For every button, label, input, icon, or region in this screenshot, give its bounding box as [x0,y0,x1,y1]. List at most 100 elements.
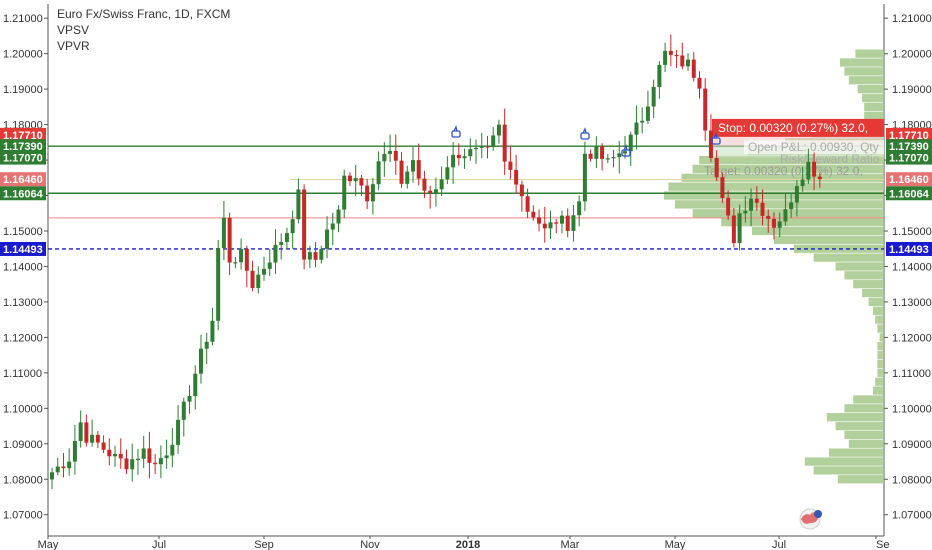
candle-body [244,248,249,271]
candle-body [720,177,725,198]
candle-body [101,442,106,450]
stop-label: Stop: 0.00320 (0.27%) 32.0, [718,121,868,135]
y-tick-label-right: 1.14000 [892,261,932,273]
profile-bar [675,200,884,209]
tradingview-logo[interactable] [799,508,822,530]
thumb-hand-icon [711,137,721,145]
candle-body [90,434,95,443]
candle-body [393,150,398,161]
candle-body [451,154,456,168]
candle-body [743,210,748,214]
candle-body [239,248,244,263]
candle-body [777,221,782,228]
price-tag-box [0,186,46,201]
candle-body [359,178,364,186]
y-tick-label-left: 1.21000 [3,13,43,25]
profile-bar [835,262,884,271]
y-tick-label-right: 1.13000 [892,297,932,309]
candle-body [783,209,788,222]
price-tag-left-1.14493: 1.14493 [0,241,46,256]
x-tick-label: Jul [152,539,166,550]
price-tag-left-1.17710: 1.17710 [0,127,46,142]
candle-body [565,215,570,231]
thumbs-up-icon [621,144,631,157]
idea-icons [451,125,721,157]
profile-bar [857,84,884,94]
candle-body [124,458,129,470]
candle-body [135,458,140,460]
candle-body [67,461,72,469]
price-tag-label: 1.16064 [889,188,930,200]
y-tick-label-left: 1.11000 [3,368,42,380]
profile-bar [853,280,884,289]
thumb-finger-icon [582,127,587,134]
candle-body [198,348,203,374]
price-tag-box [886,241,932,256]
candle-body [479,146,484,148]
candle-body [204,341,209,349]
thumb-hand-icon [451,130,461,138]
price-tag-box [886,139,932,154]
target-label: Target: 0.00320 (0.27%) 32.0, [704,164,863,178]
candle-body [537,217,542,224]
price-tag-box [0,127,46,142]
profile-bar [837,475,884,484]
candle-body [55,466,60,473]
candle-body [686,59,691,67]
y-tick-label-right: 1.09000 [892,439,932,451]
candle-body [691,59,696,78]
x-tick-label: Sep [254,539,274,550]
x-tick-label: Nov [360,539,380,550]
profile-bar [864,111,884,120]
profile-bar [877,359,884,369]
thumb-finger-icon [713,132,718,139]
candle-body [640,120,645,123]
profile-bar [879,333,884,342]
position-tool[interactable]: Stop: 0.00320 (0.27%) 32.0, Open P&L: 0.0… [704,118,884,178]
profile-bar [844,430,884,440]
candle-body [388,150,393,154]
candle-body [485,146,490,148]
open-pl-label: Open P&L: 0.00930, Qty [748,140,879,154]
candle-body [617,153,622,158]
price-tag-box [886,186,932,201]
thumbs-up-icon [711,132,721,145]
profile-bar [864,102,884,111]
profile-bar [844,67,884,76]
candle-body [72,441,77,462]
candle-body [376,161,381,185]
candle-body [600,146,605,159]
candle-body [399,160,404,184]
profile-bar [664,191,884,200]
profile-bar [877,324,884,333]
price-tag-label: 1.16460 [3,174,43,186]
legend-indicator-vpsv: VPSV [57,23,89,37]
candle-body [508,161,513,170]
level-lines [48,145,884,250]
candle-body [789,202,794,210]
candle-body [170,444,175,456]
candle-body [428,190,433,193]
candle-body [347,175,352,182]
candle-body [737,213,742,244]
candle-body [267,262,272,269]
price-tag-right-1.17710: 1.17710 [886,127,932,142]
y-tick-label-right: 1.15000 [892,226,932,238]
candle-body [365,185,370,202]
candle-body [302,189,307,260]
price-tag-label: 1.16460 [889,174,929,186]
candle-body [588,153,593,159]
candle-body [210,320,215,342]
candle-body [176,419,181,445]
x-tick-label: 2018 [456,539,480,550]
candle-body [634,122,639,135]
candle-body [439,179,444,190]
y-tick-label-left: 1.13000 [3,297,43,309]
candle-body [422,178,427,191]
candle-body [749,198,754,211]
price-tag-left-1.16460: 1.16460 [0,172,46,187]
price-tag-left-1.16064: 1.16064 [0,186,46,201]
candle-body [330,223,335,230]
x-tick-label: Jul [772,539,786,550]
